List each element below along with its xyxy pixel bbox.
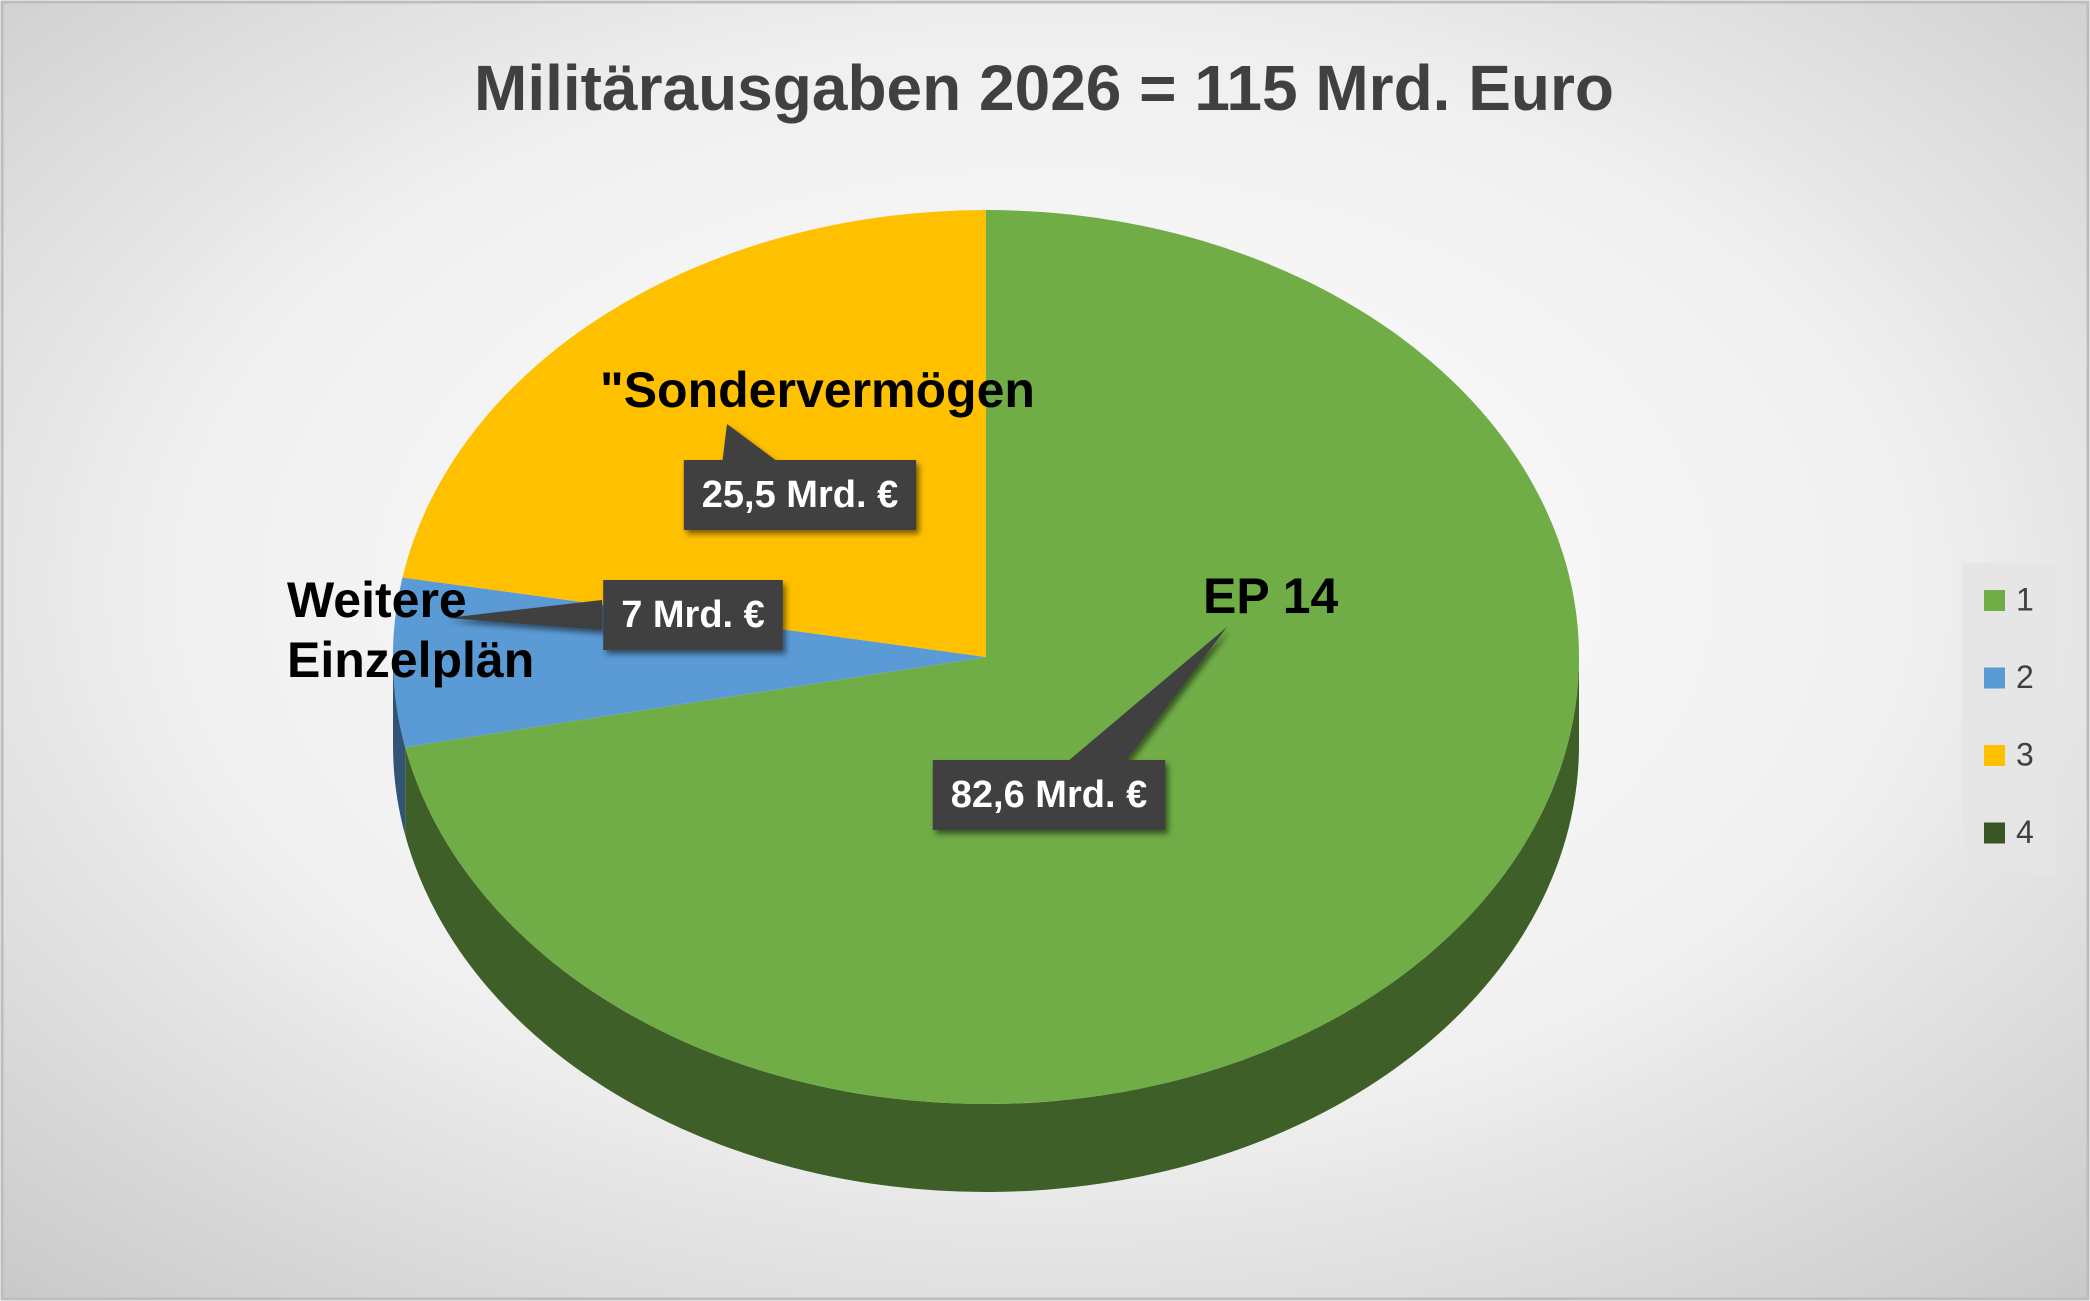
slice-label: "Sondervermögen	[600, 362, 1035, 418]
slice-side	[405, 657, 1579, 1193]
data-callout: 82,6 Mrd. €	[932, 627, 1227, 830]
legend-label: 1	[2016, 581, 2034, 617]
data-callout: 7 Mrd. €	[447, 580, 783, 650]
callout-tail	[447, 600, 602, 630]
legend-label: 2	[2016, 659, 2034, 695]
callout-box	[932, 760, 1166, 830]
data-callout: 25,5 Mrd. €	[683, 424, 917, 530]
legend-swatch	[1984, 745, 2005, 766]
slice-label: EP 14	[1203, 568, 1339, 624]
legend-box	[1962, 563, 2056, 873]
callout-box	[603, 580, 783, 650]
legend-swatch	[1984, 590, 2005, 611]
legend-label: 4	[2016, 814, 2034, 850]
slice-label: Weitere Einzelplän	[287, 572, 535, 688]
slice	[405, 210, 1579, 1104]
callout-tail	[722, 424, 782, 465]
data-label: 7 Mrd. €	[621, 594, 765, 636]
legend-label: 3	[2016, 736, 2034, 772]
legend-swatch	[1984, 822, 2005, 844]
slice	[402, 210, 986, 657]
slice-side	[393, 657, 406, 836]
callout-box	[683, 460, 917, 530]
data-label: 82,6 Mrd. €	[951, 774, 1147, 816]
legend-swatch	[1984, 667, 2005, 689]
data-label: 25,5 Mrd. €	[702, 474, 898, 516]
callout-tail	[1067, 627, 1227, 762]
chart-title: Militärausgaben 2026 = 115 Mrd. Euro	[474, 52, 1614, 124]
